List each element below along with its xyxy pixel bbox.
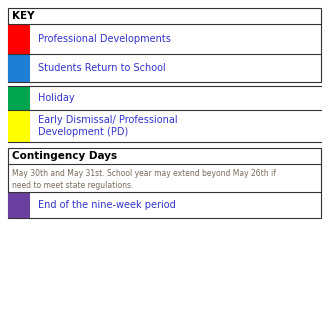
Bar (8, 8, 321, 82)
Text: KEY: KEY (12, 11, 35, 21)
Bar (8, 54, 30, 82)
Text: Students Return to School: Students Return to School (38, 63, 166, 73)
Bar (8, 86, 30, 110)
Bar (8, 148, 321, 218)
Text: End of the nine-week period: End of the nine-week period (38, 200, 176, 210)
Text: Professional Developments: Professional Developments (38, 34, 171, 44)
Text: May 30th and May 31st. School year may extend beyond May 26th if
need to meet st: May 30th and May 31st. School year may e… (12, 169, 276, 191)
Bar (8, 24, 30, 54)
Text: Holiday: Holiday (38, 93, 75, 103)
Bar (8, 192, 30, 218)
Text: Early Dismissal/ Professional
Development (PD): Early Dismissal/ Professional Developmen… (38, 115, 178, 137)
Text: Contingency Days: Contingency Days (12, 151, 117, 161)
Bar (8, 110, 30, 142)
